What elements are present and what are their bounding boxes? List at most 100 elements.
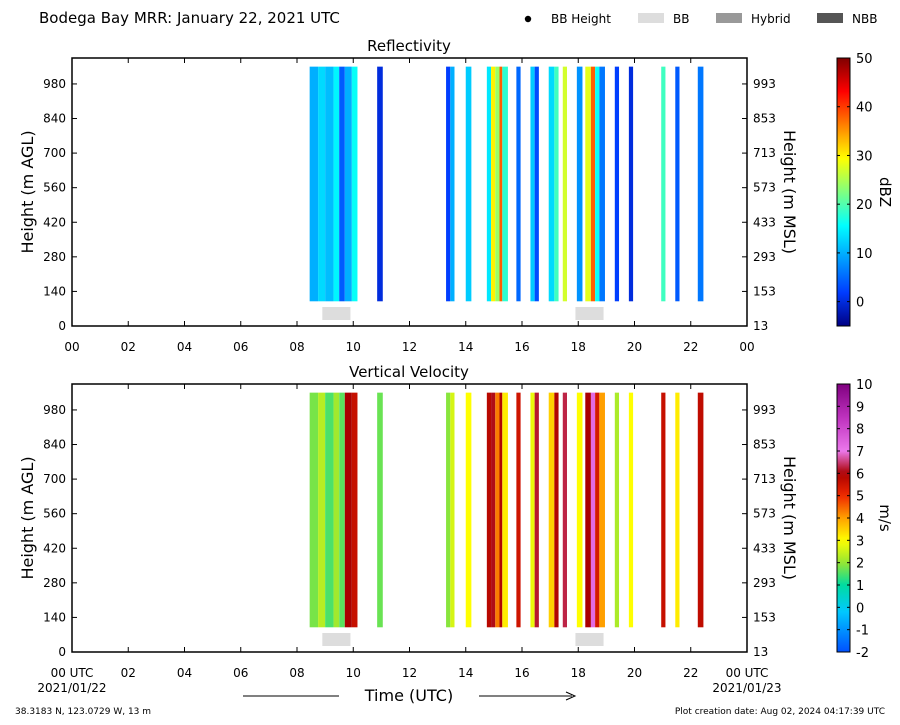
echo-column: [697, 66, 704, 302]
y-tick-label-right: 993: [753, 403, 776, 417]
date-end: 2021/01/23: [712, 681, 781, 695]
echo-column: [675, 392, 680, 628]
echo-column: [339, 392, 345, 628]
echo-column: [534, 66, 539, 302]
y-tick-label: 420: [43, 541, 66, 555]
echo-column: [697, 392, 704, 628]
echo-column: [562, 392, 567, 628]
y-tick-label: 560: [43, 507, 66, 521]
echo-column: [309, 392, 319, 628]
echo-column: [530, 66, 535, 302]
echo-column: [465, 392, 472, 628]
echo-column: [351, 392, 358, 628]
x-tick-label: 06: [233, 340, 248, 354]
x-tick-label: 04: [177, 340, 192, 354]
colorbar-tick-label: 0: [856, 601, 864, 616]
reflectivity-panel: Reflectivity Height (m AGL) Height (m MS…: [18, 37, 894, 354]
echo-column: [333, 392, 340, 628]
reflectivity-ylabel-right: Height (m MSL): [780, 130, 799, 254]
x-tick-label: 10: [346, 666, 361, 680]
bright-band-marker: [322, 307, 351, 320]
echo-column: [554, 392, 559, 628]
date-start: 2021/01/22: [37, 681, 106, 695]
colorbar-tick-label: 6: [856, 467, 864, 482]
colorbar-tick-label: 5: [856, 490, 864, 505]
echo-column: [325, 66, 334, 302]
echo-column: [554, 66, 559, 302]
y-tick-label-right: 573: [753, 181, 776, 195]
x-tick-label: 02: [121, 340, 136, 354]
x-tick-label: 00 UTC: [726, 666, 769, 680]
colorbar-tick-label: 40: [856, 101, 873, 116]
echo-column: [377, 392, 383, 628]
y-tick-label-right: 853: [753, 112, 776, 126]
y-tick-label: 700: [43, 146, 66, 160]
colorbar-tick-label: 3: [856, 534, 864, 549]
velocity-panel: Vertical Velocity Height (m AGL) Height …: [18, 363, 894, 680]
legend-label: Hybrid: [751, 12, 791, 26]
echo-column: [576, 392, 583, 628]
legend-label: BB Height: [551, 12, 611, 26]
x-tick-label: 20: [627, 340, 642, 354]
echo-column: [590, 66, 596, 302]
y-tick-label-right: 13: [753, 645, 768, 659]
y-tick-label-right: 993: [753, 77, 776, 91]
y-tick-label-right: 153: [753, 284, 776, 298]
echo-column: [446, 66, 451, 302]
echo-column: [614, 392, 620, 628]
y-tick-label-right: 713: [753, 146, 776, 160]
legend-bb-height-marker: [524, 15, 532, 23]
echo-column: [325, 392, 334, 628]
x-tick-label: 22: [683, 666, 698, 680]
plot-area: [72, 58, 747, 326]
echo-column: [562, 66, 567, 302]
y-tick-label-right: 433: [753, 541, 776, 555]
reflectivity-ylabel: Height (m AGL): [18, 130, 37, 253]
legend-label: BB: [673, 12, 689, 26]
x-tick-label: 22: [683, 340, 698, 354]
echo-column: [465, 66, 472, 302]
echo-column: [450, 66, 455, 302]
colorbar-tick-label: -1: [856, 624, 869, 639]
x-tick-label: 08: [289, 666, 304, 680]
colorbar-tick-label: -2: [856, 646, 869, 661]
echo-column: [661, 66, 666, 302]
x-tick-label: 10: [346, 340, 361, 354]
echo-column: [675, 66, 680, 302]
x-tick-label: 14: [458, 666, 473, 680]
y-tick-label: 700: [43, 472, 66, 486]
x-tick-label: 00: [739, 340, 754, 354]
echo-column: [502, 66, 508, 302]
echo-column: [499, 392, 503, 628]
y-tick-label: 280: [43, 250, 66, 264]
echo-column: [548, 392, 555, 628]
y-tick-label-right: 853: [753, 438, 776, 452]
velocity-ylabel-right: Height (m MSL): [780, 456, 799, 580]
colorbar-tick-label: 30: [856, 149, 873, 164]
echo-column: [530, 392, 535, 628]
echo-column: [318, 66, 326, 302]
x-tick-label: 18: [571, 666, 586, 680]
echo-column: [450, 392, 455, 628]
echo-column: [590, 392, 596, 628]
colorbar-tick-label: 20: [856, 198, 873, 213]
y-tick-label-right: 293: [753, 576, 776, 590]
echo-column: [661, 392, 666, 628]
y-tick-label: 0: [58, 645, 66, 659]
x-tick-label: 02: [121, 666, 136, 680]
colorbar-tick-label: 10: [856, 247, 873, 262]
y-tick-label: 140: [43, 284, 66, 298]
echo-column: [585, 66, 591, 302]
x-tick-label: 00: [64, 340, 79, 354]
y-tick-label-right: 573: [753, 507, 776, 521]
echo-column: [344, 66, 352, 302]
reflectivity-title: Reflectivity: [367, 37, 451, 55]
echo-column: [377, 66, 383, 302]
y-tick-label-right: 293: [753, 250, 776, 264]
y-tick-label-right: 433: [753, 215, 776, 229]
reflectivity-colorbar-label: dBZ: [876, 177, 894, 207]
x-tick-label: 08: [289, 340, 304, 354]
bright-band-marker: [322, 633, 351, 646]
colorbar-tick-label: 7: [856, 445, 864, 460]
